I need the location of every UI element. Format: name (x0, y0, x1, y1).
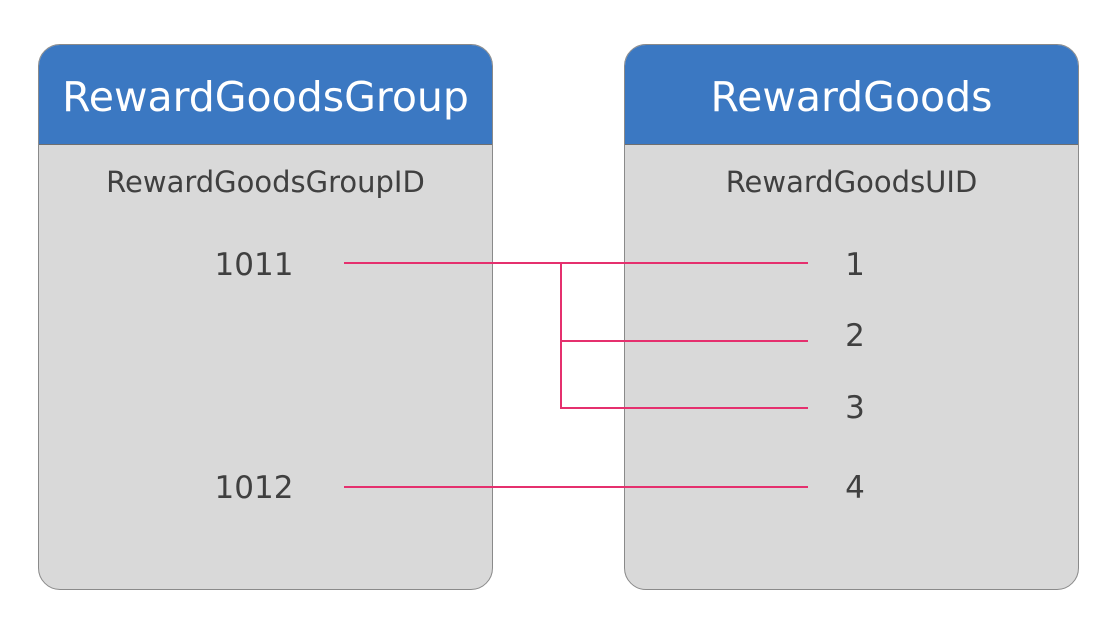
link-line (344, 262, 808, 409)
reward-goods-table: RewardGoods RewardGoodsUID 1 2 3 4 (624, 44, 1079, 590)
goods-uid-value: 3 (845, 390, 865, 426)
goods-uid-value: 4 (845, 470, 865, 506)
table-header: RewardGoods (625, 45, 1078, 145)
link-line (344, 262, 808, 342)
reward-goods-group-table: RewardGoodsGroup RewardGoodsGroupID 1011… (38, 44, 493, 590)
group-id-value: 1011 (214, 247, 294, 283)
column-title: RewardGoodsUID (725, 165, 978, 199)
table-header: RewardGoodsGroup (39, 45, 492, 145)
goods-uid-value: 2 (845, 318, 865, 354)
group-id-value: 1012 (214, 470, 294, 506)
column-title: RewardGoodsGroupID (106, 165, 425, 199)
goods-uid-value: 1 (845, 247, 865, 283)
